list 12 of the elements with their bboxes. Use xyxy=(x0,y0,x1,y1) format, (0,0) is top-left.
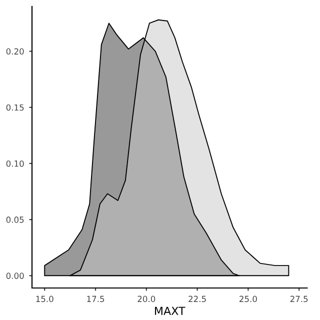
y-tick-label: 0.15 xyxy=(6,104,24,111)
y-tick-label: 0.20 xyxy=(6,48,24,55)
x-tick-label: 25.0 xyxy=(240,296,257,302)
y-tick-label: 0.10 xyxy=(6,160,24,167)
x-tick-label: 17.5 xyxy=(87,296,104,302)
y-tick-label: 0.00 xyxy=(6,272,24,279)
x-tick-label: 20.0 xyxy=(138,296,156,302)
y-tick-label: 0.05 xyxy=(6,216,24,223)
x-tick-label: 15.0 xyxy=(36,296,54,302)
x-tick-label: 22.5 xyxy=(188,296,206,302)
x-tick-label: 27.5 xyxy=(290,296,308,302)
x-axis-title: MAXT xyxy=(154,306,186,315)
